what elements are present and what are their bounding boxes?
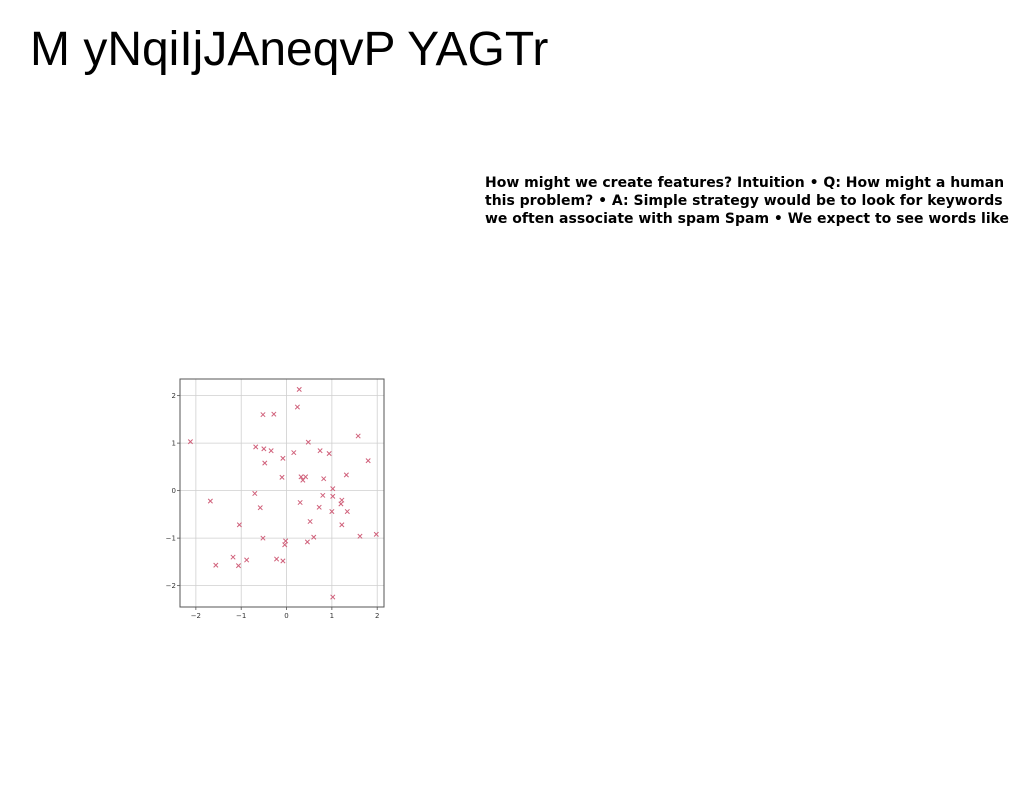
data-point: [283, 538, 289, 544]
axis-ticks: −2 −1 0 1 2 −2 −1 0 1 2: [166, 392, 380, 620]
data-point: [311, 534, 317, 540]
data-point: [279, 474, 285, 480]
scatter-plot-svg: −2 −1 0 1 2 −2 −1 0 1 2: [166, 378, 385, 620]
data-point: [262, 460, 268, 466]
data-point: [294, 404, 300, 410]
data-point: [320, 492, 326, 498]
data-point: [271, 411, 277, 417]
data-point: [316, 504, 322, 510]
body-line-3: we often associate with spam Spam • We e…: [485, 211, 1010, 227]
data-point: [207, 498, 213, 504]
data-point: [344, 508, 350, 515]
slide-title: M yNqiIjJAneqvP YAGTr: [30, 23, 549, 76]
data-point: [187, 439, 193, 445]
y-tick-label: −1: [166, 535, 176, 543]
data-points: [187, 386, 379, 600]
y-tick-label: 2: [172, 392, 176, 400]
data-point: [338, 501, 344, 507]
data-point: [304, 539, 310, 545]
x-tick-label: −1: [236, 612, 246, 620]
data-point: [260, 412, 266, 418]
data-point: [257, 505, 263, 511]
plot-frame: [179, 378, 385, 608]
data-point: [307, 518, 313, 525]
data-point: [236, 522, 242, 528]
data-point: [365, 458, 371, 464]
data-point: [329, 508, 335, 515]
data-point: [343, 472, 349, 478]
data-point: [261, 446, 267, 452]
data-point: [274, 556, 280, 562]
data-point: [253, 444, 259, 450]
data-point: [296, 386, 302, 393]
data-point: [291, 450, 297, 456]
data-point: [357, 533, 363, 539]
data-point: [339, 522, 345, 528]
y-tick-label: 0: [172, 487, 176, 495]
y-tick-label: 1: [172, 440, 176, 448]
data-point: [330, 594, 336, 600]
data-point: [213, 562, 219, 568]
data-point: [326, 451, 332, 457]
grid-lines: [180, 379, 384, 607]
data-point: [305, 439, 311, 445]
scatter-plot: −2 −1 0 1 2 −2 −1 0 1 2: [160, 370, 400, 630]
x-tick-label: −2: [191, 612, 201, 620]
data-point: [282, 542, 288, 548]
data-point: [330, 486, 336, 492]
data-point: [297, 499, 303, 506]
data-point: [280, 558, 286, 564]
data-point: [317, 448, 323, 454]
data-point: [330, 493, 336, 499]
data-point: [235, 563, 242, 569]
data-point: [260, 535, 266, 541]
x-tick-label: 1: [330, 612, 334, 620]
x-tick-label: 2: [375, 612, 379, 620]
body-line-2: this problem? • A: Simple strategy would…: [485, 193, 1003, 209]
data-point: [355, 433, 361, 439]
body-line-1: How might we create features? Intuition …: [485, 175, 1005, 191]
data-point: [280, 455, 286, 461]
x-tick-label: 0: [284, 612, 288, 620]
y-tick-label: −2: [166, 582, 176, 590]
data-point: [268, 448, 274, 454]
data-point: [244, 557, 250, 563]
data-point: [252, 490, 258, 497]
data-point: [298, 474, 304, 480]
data-point: [230, 554, 236, 560]
data-point: [321, 476, 327, 482]
data-point: [300, 477, 306, 483]
data-point: [339, 497, 345, 503]
body-text: How might we create features? Intuition …: [485, 174, 1024, 228]
data-point: [373, 531, 379, 537]
